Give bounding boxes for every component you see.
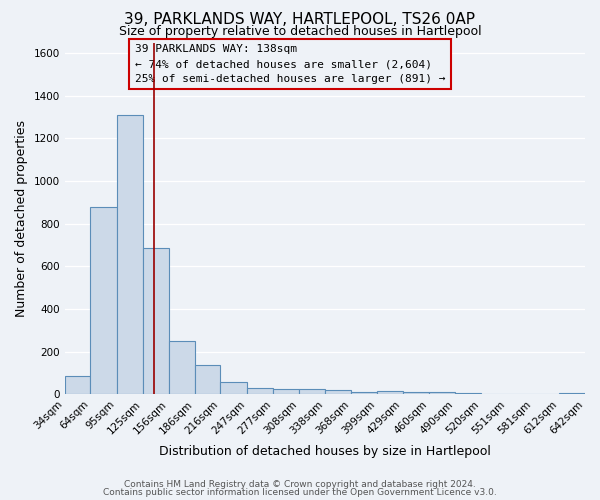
X-axis label: Distribution of detached houses by size in Hartlepool: Distribution of detached houses by size … [159,444,491,458]
Text: Contains HM Land Registry data © Crown copyright and database right 2024.: Contains HM Land Registry data © Crown c… [124,480,476,489]
Bar [247,388,272,394]
Bar [117,115,143,394]
Bar [220,382,247,394]
Bar [429,392,455,394]
Text: Size of property relative to detached houses in Hartlepool: Size of property relative to detached ho… [119,25,481,38]
Y-axis label: Number of detached properties: Number of detached properties [15,120,28,317]
Bar [91,206,117,394]
Bar [403,392,429,394]
Bar [143,248,169,394]
Bar [299,389,325,394]
Bar [169,341,195,394]
Bar [272,389,299,394]
Bar [195,364,220,394]
Bar [377,390,403,394]
Bar [350,392,377,394]
Text: 39 PARKLANDS WAY: 138sqm
← 74% of detached houses are smaller (2,604)
25% of sem: 39 PARKLANDS WAY: 138sqm ← 74% of detach… [135,44,445,84]
Text: 39, PARKLANDS WAY, HARTLEPOOL, TS26 0AP: 39, PARKLANDS WAY, HARTLEPOOL, TS26 0AP [125,12,476,28]
Text: Contains public sector information licensed under the Open Government Licence v3: Contains public sector information licen… [103,488,497,497]
Bar [455,392,481,394]
Bar [65,376,91,394]
Bar [325,390,350,394]
